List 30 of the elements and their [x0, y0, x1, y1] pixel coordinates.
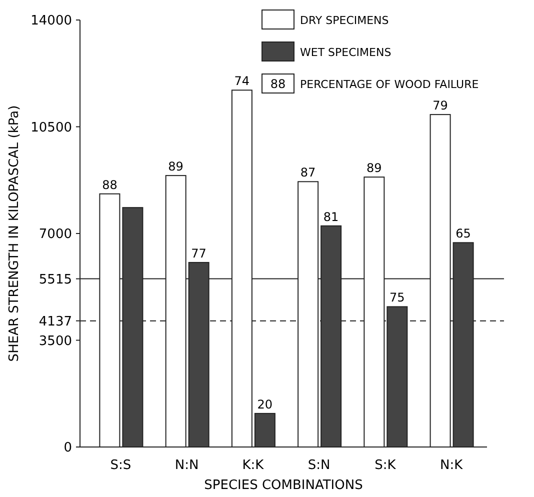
annotation: 75 [390, 290, 405, 305]
y-tick-label: 3500 [38, 334, 72, 349]
annotation: 87 [300, 166, 316, 180]
annotation: PERCENTAGE OF WOOD FAILURE [300, 78, 479, 91]
annotation: 88 [270, 77, 286, 92]
x-tick-label: K:K [242, 458, 264, 473]
y-tick-label: 0 [64, 440, 72, 456]
y-tick-label: 10500 [30, 120, 72, 136]
annotation: 88 [102, 178, 118, 192]
y-axis-title: SHEAR STRENGTH IN KILOPASCAL (kPa) [7, 105, 22, 362]
annotation: 89 [168, 160, 184, 174]
annotation: 77 [191, 246, 206, 260]
y-tick-label: 4137 [38, 314, 72, 330]
y-tick-label: 5515 [38, 272, 72, 288]
annotation: 81 [323, 210, 339, 224]
x-tick-label: N:N [174, 458, 199, 473]
x-tick-label: N:K [440, 458, 464, 473]
annotation: 89 [366, 161, 382, 176]
x-tick-label: S:K [374, 458, 396, 473]
y-tick-label: 7000 [38, 227, 72, 242]
x-axis-title: SPECIES COMBINATIONS [204, 478, 363, 493]
annotation: 79 [432, 98, 448, 113]
y-tick-label: 14000 [30, 14, 72, 29]
annotation: 65 [456, 226, 471, 241]
legend-label: DRY SPECIMENS [300, 14, 389, 27]
x-tick-label: S:N [308, 458, 330, 473]
annotation: 74 [234, 74, 250, 88]
annotation: 20 [257, 397, 273, 412]
legend-label: WET SPECIMENS [300, 46, 392, 59]
x-tick-label: S:S [110, 458, 132, 473]
